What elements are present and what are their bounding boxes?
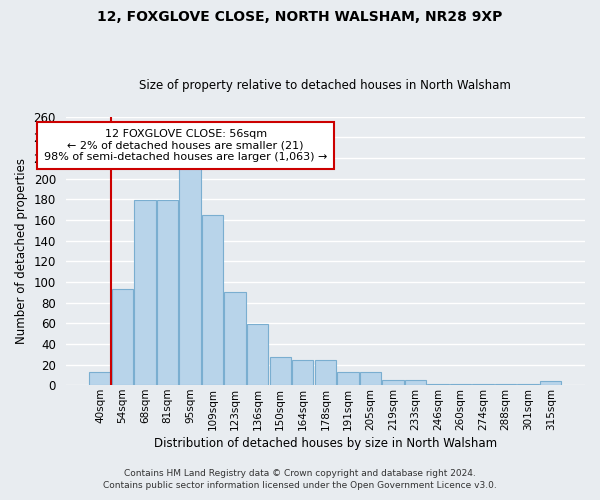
Bar [292, 360, 313, 385]
Bar [157, 200, 178, 385]
Bar [472, 384, 494, 385]
Title: Size of property relative to detached houses in North Walsham: Size of property relative to detached ho… [139, 79, 511, 92]
Bar [202, 215, 223, 385]
Bar [405, 380, 426, 385]
Bar [89, 372, 110, 385]
Bar [337, 372, 359, 385]
Y-axis label: Number of detached properties: Number of detached properties [15, 158, 28, 344]
Bar [314, 360, 336, 385]
Text: 12 FOXGLOVE CLOSE: 56sqm
← 2% of detached houses are smaller (21)
98% of semi-de: 12 FOXGLOVE CLOSE: 56sqm ← 2% of detache… [44, 129, 327, 162]
Text: Contains HM Land Registry data © Crown copyright and database right 2024.
Contai: Contains HM Land Registry data © Crown c… [103, 468, 497, 490]
Text: 12, FOXGLOVE CLOSE, NORTH WALSHAM, NR28 9XP: 12, FOXGLOVE CLOSE, NORTH WALSHAM, NR28 … [97, 10, 503, 24]
Bar [450, 384, 471, 385]
Bar [247, 324, 268, 385]
Bar [179, 168, 201, 385]
Bar [359, 372, 381, 385]
Bar [427, 384, 449, 385]
Bar [224, 292, 246, 385]
Bar [540, 381, 562, 385]
Bar [112, 289, 133, 385]
Bar [269, 358, 291, 385]
Bar [134, 200, 156, 385]
Bar [382, 380, 404, 385]
X-axis label: Distribution of detached houses by size in North Walsham: Distribution of detached houses by size … [154, 437, 497, 450]
Bar [495, 384, 517, 385]
Bar [517, 384, 539, 385]
